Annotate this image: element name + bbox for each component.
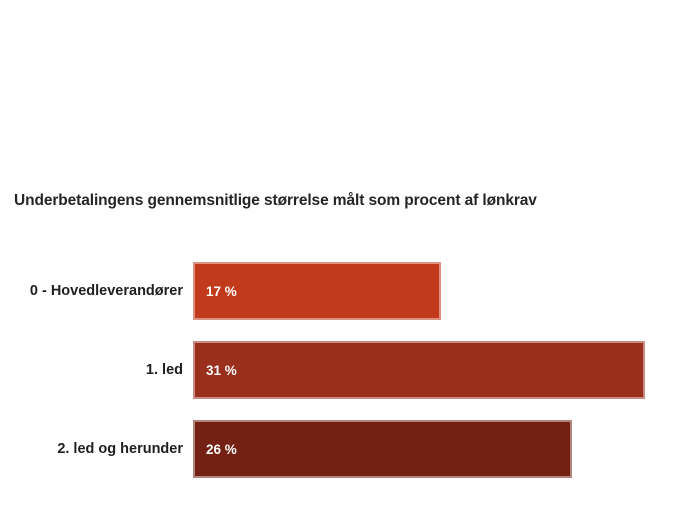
category-label: 0 - Hovedleverandører — [29, 283, 183, 299]
bar-chart: 0 - Hovedleverandører 17 % 1. led 31 % 2… — [0, 262, 696, 478]
plot-area: 26 % — [193, 420, 696, 478]
bar-value-label: 31 % — [206, 362, 237, 378]
category-label: 2. led og herunder — [57, 441, 183, 457]
bar[interactable]: 31 % — [193, 341, 645, 399]
bar-value-label: 26 % — [206, 441, 237, 457]
bar-row: 2. led og herunder 26 % — [0, 420, 696, 478]
bar-row: 0 - Hovedleverandører 17 % — [0, 262, 696, 320]
bar-row: 1. led 31 % — [0, 341, 696, 399]
category-label: 1. led — [145, 362, 183, 378]
plot-area: 31 % — [193, 341, 696, 399]
bar-value-label: 17 % — [206, 283, 237, 299]
plot-area: 17 % — [193, 262, 696, 320]
bar[interactable]: 26 % — [193, 420, 573, 478]
bar[interactable]: 17 % — [193, 262, 441, 320]
chart-title: Underbetalingens gennemsnitlige størrels… — [14, 192, 537, 209]
